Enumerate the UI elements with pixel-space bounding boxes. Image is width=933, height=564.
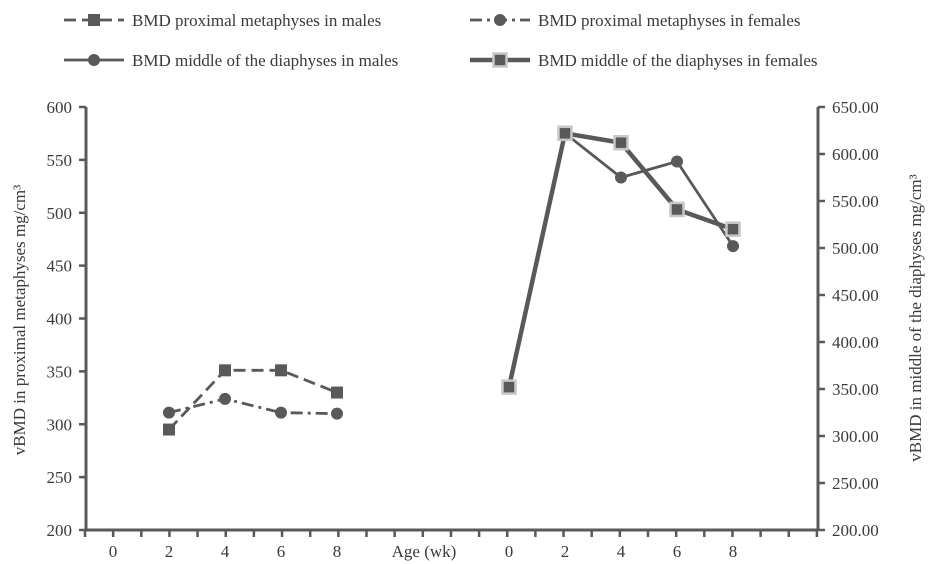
x-axis-label: Age (wk): [392, 542, 457, 561]
legend-item: BMD middle of the diaphyses in males: [64, 51, 398, 70]
y-right-tick-label: 250.00: [832, 474, 879, 493]
data-point: [727, 240, 739, 253]
data-point: [615, 171, 627, 184]
y-right-tick-label: 500.00: [832, 239, 879, 258]
y-right-tick-label: 350.00: [832, 380, 879, 399]
y-left-tick-label: 200: [47, 521, 73, 540]
x-tick-label: 4: [617, 542, 626, 561]
legend-marker: [494, 14, 506, 26]
y-left-tick-label: 250: [47, 468, 73, 487]
series-line: [168, 397, 338, 416]
legend-label: BMD proximal metaphyses in females: [538, 11, 801, 30]
series-1: [163, 364, 343, 436]
data-point: [613, 134, 629, 151]
y-left-tick-label: 350: [47, 362, 73, 381]
legend-item: BMD proximal metaphyses in females: [470, 11, 801, 30]
data-point: [219, 364, 231, 377]
y-left-tick-label: 500: [47, 204, 73, 223]
series-2: [163, 392, 343, 420]
x-tick-label: 6: [277, 542, 286, 561]
series-line: [506, 131, 734, 388]
y-right-tick-label: 600.00: [832, 145, 879, 164]
series-layer: [163, 125, 741, 436]
data-point: [275, 364, 287, 377]
y-right-tick-label: 200.00: [832, 521, 879, 540]
x-tick-label: 2: [561, 542, 570, 561]
data-point: [331, 407, 343, 420]
legend-item: BMD middle of the diaphyses in females: [470, 51, 818, 70]
series-3: [559, 127, 739, 253]
y-right-tick-label: 550.00: [832, 192, 879, 211]
legend-label: BMD middle of the diaphyses in males: [132, 51, 398, 70]
y-left-tick-label: 400: [47, 310, 73, 329]
x-tick-label: 8: [333, 542, 342, 561]
series-line: [167, 368, 338, 431]
y-left-tick-label: 450: [47, 257, 73, 276]
y-axis-right-label: vBMD in middle of the diaphyses mg/cm³: [906, 174, 925, 461]
data-point: [163, 423, 175, 436]
y-axis-left-label: vBMD in proximal metaphyses mg/cm³: [10, 185, 29, 455]
legend-label: BMD proximal metaphyses in males: [132, 11, 381, 30]
axes: [79, 105, 825, 537]
legend: BMD proximal metaphyses in males BMD prox…: [64, 11, 818, 70]
data-point: [331, 386, 343, 399]
data-point: [163, 406, 175, 419]
series-line: [564, 132, 735, 247]
data-point: [669, 201, 685, 218]
y-right-tick-label: 300.00: [832, 427, 879, 446]
data-point: [275, 406, 287, 419]
legend-marker: [88, 14, 100, 26]
y-right-tick-label: 650.00: [832, 98, 879, 117]
legend-marker: [88, 54, 100, 66]
x-tick-label: 0: [505, 542, 514, 561]
data-point: [219, 392, 231, 405]
tick-labels: 200250300350400450500550600200.00250.003…: [47, 98, 879, 561]
data-point: [557, 125, 573, 142]
x-tick-label: 2: [165, 542, 174, 561]
x-tick-label: 8: [729, 542, 738, 561]
x-tick-label: 4: [221, 542, 230, 561]
series-4: [501, 125, 741, 395]
x-tick-label: 6: [673, 542, 682, 561]
data-point: [501, 379, 517, 395]
y-left-tick-label: 600: [47, 98, 73, 117]
data-point: [725, 221, 741, 237]
x-tick-label: 0: [109, 542, 118, 561]
legend-item: BMD proximal metaphyses in males: [64, 11, 381, 30]
y-right-tick-label: 400.00: [832, 333, 879, 352]
y-left-tick-label: 550: [47, 151, 73, 170]
y-left-tick-label: 300: [47, 415, 73, 434]
legend-label: BMD middle of the diaphyses in females: [538, 51, 818, 70]
data-point: [671, 155, 683, 168]
legend-marker: [492, 52, 508, 68]
y-right-tick-label: 450.00: [832, 286, 879, 305]
